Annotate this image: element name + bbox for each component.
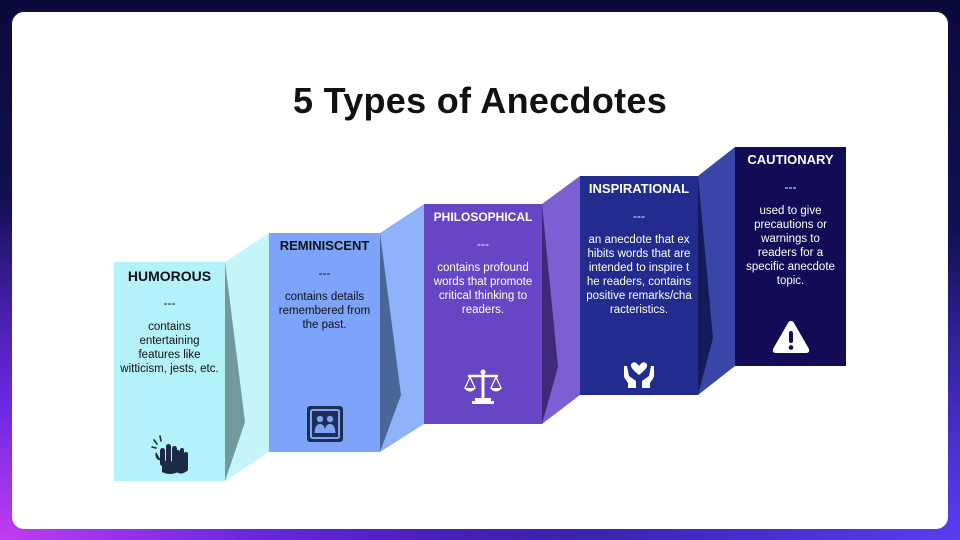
hands-heart-icon xyxy=(622,356,656,395)
step-label: PHILOSOPHICAL xyxy=(433,210,533,224)
step-label: HUMOROUS xyxy=(127,268,212,284)
step-separator: --- xyxy=(163,296,176,310)
step-humorous: HUMOROUS --- contains entertaining featu… xyxy=(114,262,225,481)
step-separator: --- xyxy=(318,266,331,280)
step-cautionary: CAUTIONARY --- used to give precautions … xyxy=(735,147,846,366)
step-description: contains profound words that promote cri… xyxy=(433,262,533,316)
step-description: contains entertaining features like witt… xyxy=(120,321,219,375)
step-separator: --- xyxy=(784,180,797,194)
step-separator: --- xyxy=(477,237,489,251)
step-reminiscent: REMINISCENT --- contains details remembe… xyxy=(269,233,380,452)
step-inspirational: INSPIRATIONAL --- an anecdote that exhib… xyxy=(580,176,698,395)
connector-1-shade xyxy=(225,262,245,481)
family-photo-icon xyxy=(306,405,344,448)
step-description: an anecdote that exhibits words that are… xyxy=(586,234,692,316)
step-label: REMINISCENT xyxy=(279,238,370,253)
clapping-hands-icon xyxy=(150,434,190,481)
step-label: INSPIRATIONAL xyxy=(588,181,690,196)
step-label: CAUTIONARY xyxy=(747,152,834,167)
warning-icon xyxy=(771,319,811,360)
slide-title: 5 Types of Anecdotes xyxy=(292,80,668,121)
step-philosophical: PHILOSOPHICAL --- contains profound word… xyxy=(424,204,542,424)
connector-2-shade xyxy=(380,233,401,452)
step-separator: --- xyxy=(633,209,645,223)
connector-4-shade xyxy=(698,176,713,395)
connector-3-shade xyxy=(542,204,558,424)
step-description: used to give precautions or warnings to … xyxy=(746,205,835,287)
step-description: contains details remembered from the pas… xyxy=(278,291,371,331)
scales-icon xyxy=(463,366,503,411)
